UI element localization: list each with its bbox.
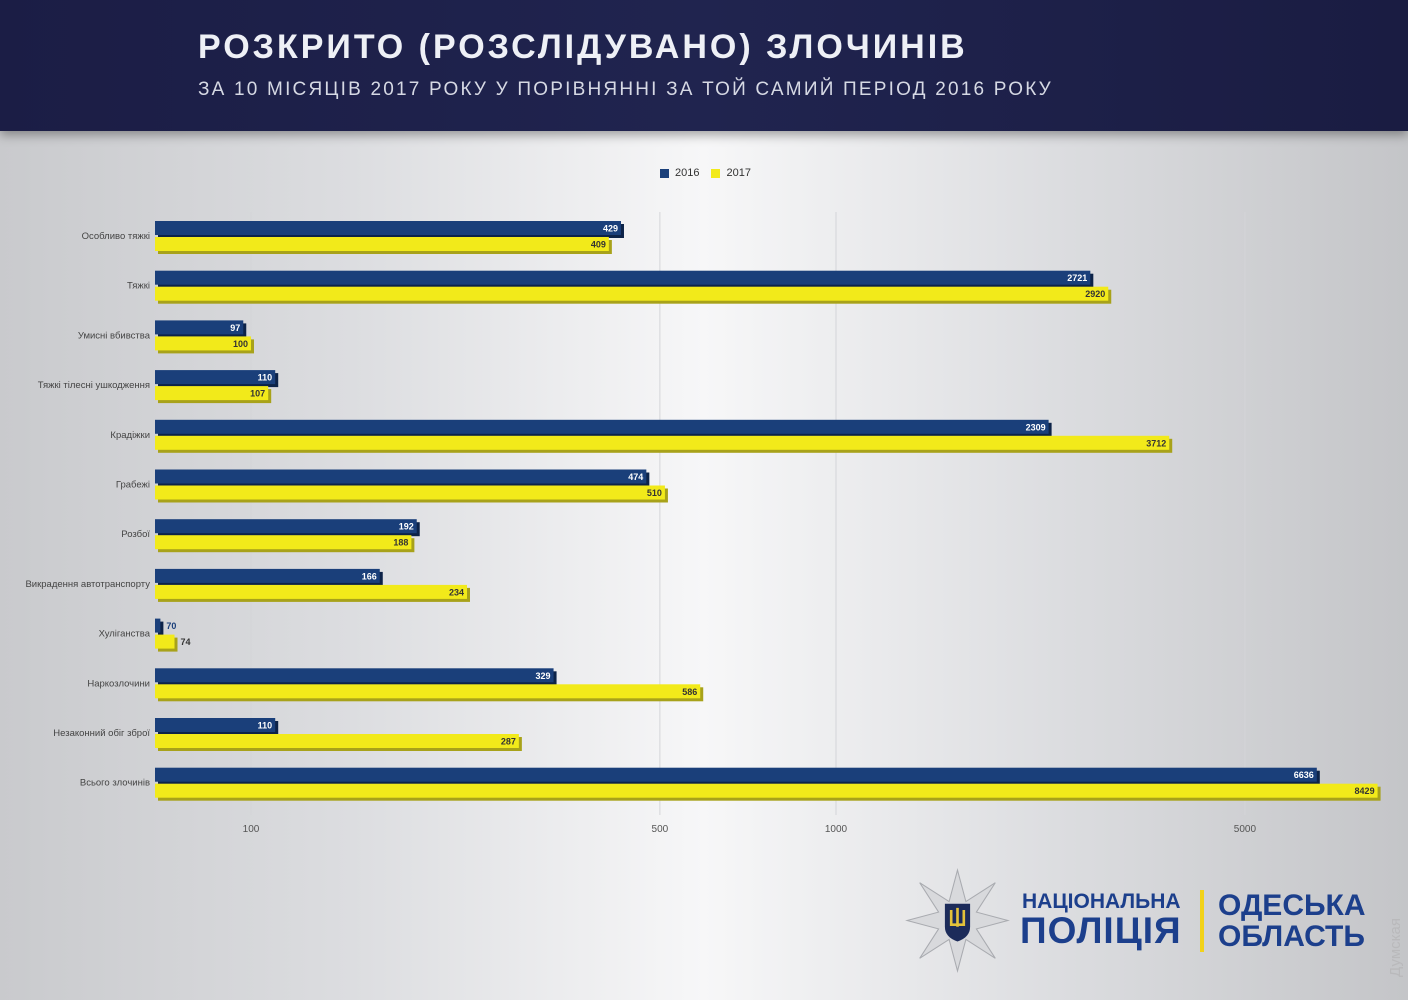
data-label: 2309 — [1026, 422, 1046, 432]
bar-2016 — [155, 320, 244, 335]
bar-2016 — [155, 419, 1049, 434]
bar-2017 — [155, 634, 175, 649]
bar-2016 — [155, 469, 647, 484]
header: РОЗКРИТО (РОЗСЛІДУВАНО) ЗЛОЧИНІВ ЗА 10 М… — [0, 0, 1408, 131]
data-label: 329 — [536, 671, 551, 681]
police-logo: НАЦІОНАЛЬНА ПОЛІЦІЯ ОДЕСЬКА ОБЛАСТЬ — [905, 868, 1375, 973]
logo-region-line1: ОДЕСЬКА — [1218, 889, 1366, 922]
category-label: Тяжкі тілесні ушкодження — [38, 380, 150, 391]
category-label: Викрадення автотранспорту — [25, 579, 150, 590]
data-label: 2920 — [1085, 289, 1105, 299]
category-label: Грабежі — [116, 480, 150, 491]
data-label: 8429 — [1355, 786, 1375, 796]
bar-2016 — [155, 221, 621, 235]
legend-label: 2017 — [726, 167, 751, 179]
bar-2017 — [155, 584, 467, 599]
data-label: 2721 — [1067, 273, 1087, 283]
data-label: 110 — [258, 373, 273, 383]
data-label: 234 — [449, 587, 464, 597]
logo-text-police: ПОЛІЦІЯ — [1020, 910, 1182, 951]
category-label: Крадіжки — [110, 430, 150, 441]
bar-2017 — [155, 336, 251, 351]
data-label: 409 — [591, 240, 606, 250]
bar-2016 — [155, 618, 161, 633]
legend-item-2016: 2016 — [660, 167, 699, 179]
bar-2016 — [155, 767, 1317, 782]
bar-2016 — [155, 718, 276, 732]
data-label: 429 — [603, 224, 618, 234]
legend-item-2017: 2017 — [711, 167, 751, 179]
data-label: 474 — [628, 472, 643, 482]
data-label: 287 — [501, 737, 516, 747]
page-subtitle: ЗА 10 МІСЯЦІВ 2017 РОКУ У ПОРІВНЯННІ ЗА … — [198, 79, 1053, 100]
bar-2016 — [155, 668, 554, 683]
bar-2017 — [155, 783, 1378, 798]
bar-2017 — [155, 734, 519, 748]
category-label: Хуліганства — [99, 629, 151, 640]
bar-2017 — [155, 386, 269, 401]
legend: 2016 2017 — [660, 167, 751, 179]
category-label: Тяжкі — [127, 281, 150, 292]
bar-2016 — [155, 568, 380, 583]
x-tick-label: 500 — [652, 824, 669, 835]
data-label: 166 — [362, 571, 377, 581]
bar-2017 — [155, 435, 1170, 450]
page-title: РОЗКРИТО (РОЗСЛІДУВАНО) ЗЛОЧИНІВ — [198, 28, 968, 66]
legend-swatch — [711, 168, 721, 178]
category-label: Особливо тяжкі — [82, 231, 150, 242]
data-label: 70 — [166, 621, 176, 631]
data-label: 188 — [393, 538, 408, 548]
category-label: Незаконний обіг зброї — [53, 728, 150, 739]
data-label: 586 — [682, 687, 697, 697]
bar-2017 — [155, 237, 609, 251]
bar-2017 — [155, 535, 412, 550]
logo-separator — [1200, 890, 1204, 952]
x-tick-label: 100 — [243, 824, 260, 835]
bar-2017 — [155, 485, 665, 500]
logo-region: ОДЕСЬКА ОБЛАСТЬ — [1218, 890, 1366, 952]
data-label: 510 — [647, 488, 662, 498]
data-label: 97 — [230, 323, 240, 333]
watermark: Думская — [1387, 918, 1404, 977]
bar-2016 — [155, 519, 417, 534]
x-tick-label: 5000 — [1234, 824, 1257, 835]
data-label: 107 — [250, 389, 265, 399]
bar-2016 — [155, 370, 276, 385]
category-label: Розбої — [121, 529, 150, 540]
data-label: 74 — [181, 637, 191, 647]
legend-label: 2016 — [675, 167, 700, 179]
data-label: 110 — [258, 721, 273, 731]
category-label: Наркозлочини — [87, 678, 150, 689]
logo-text-national: НАЦІОНАЛЬНА — [1022, 890, 1181, 913]
bar-shadow — [158, 621, 164, 636]
bar-2017 — [155, 684, 701, 699]
data-label: 3712 — [1146, 438, 1166, 448]
bar-2017 — [155, 286, 1109, 301]
legend-swatch — [660, 168, 669, 178]
data-label: 6636 — [1294, 770, 1314, 780]
category-label: Умисні вбивства — [78, 330, 151, 341]
category-label: Всього злочинів — [80, 778, 150, 789]
data-label: 192 — [399, 522, 414, 532]
x-tick-label: 1000 — [825, 824, 848, 835]
data-label: 100 — [233, 339, 248, 349]
logo-region-line2: ОБЛАСТЬ — [1218, 920, 1365, 953]
police-star-icon — [905, 868, 1010, 973]
bar-2016 — [155, 270, 1091, 285]
